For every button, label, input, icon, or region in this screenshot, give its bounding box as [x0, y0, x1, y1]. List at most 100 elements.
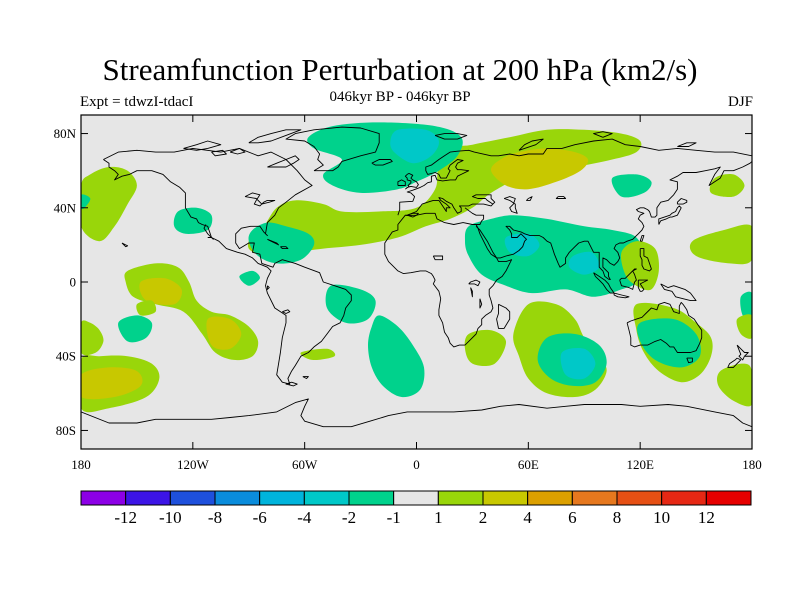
- colorbar-label: 6: [568, 508, 577, 527]
- lon-tick-label: 0: [413, 457, 420, 472]
- chart-subtitle: 046kyr BP - 046kyr BP: [329, 89, 471, 105]
- colorbar-box-5: [303, 490, 350, 506]
- coastline-47: [479, 298, 483, 309]
- coastline-33: [434, 133, 468, 140]
- colorbar-box-13: [661, 490, 707, 506]
- colorbar-label: -1: [387, 508, 401, 527]
- contour-region-15: [239, 270, 260, 286]
- coastline-15: [639, 235, 645, 242]
- coastline-5: [285, 126, 380, 172]
- contour-region-8: [81, 194, 91, 210]
- coastline-31: [229, 147, 246, 155]
- lon-tick-label: 120E: [626, 457, 654, 472]
- contour-region-6: [206, 316, 242, 350]
- coastline-43: [526, 196, 533, 201]
- lat-tick-label: 80S: [56, 423, 76, 438]
- coastline-34: [518, 138, 544, 151]
- coastline-16: [639, 248, 652, 272]
- contour-region-20: [504, 233, 540, 257]
- coastline-22: [626, 301, 703, 353]
- colorbar-box-11: [571, 490, 618, 506]
- coastline-7: [397, 138, 752, 216]
- contour-region-11: [490, 148, 589, 190]
- season-label: DJF: [727, 94, 753, 110]
- colorbar-label: -6: [253, 508, 267, 527]
- lon-tick-label: 180: [71, 457, 91, 472]
- contour-region-21: [568, 251, 600, 275]
- lon-tick-label: 120W: [177, 457, 210, 472]
- contour-region-33: [637, 318, 701, 368]
- colorbar-box-1: [125, 490, 171, 506]
- coastline-0: [103, 147, 352, 385]
- colorbar-label: -12: [114, 508, 137, 527]
- contour-region-17: [368, 315, 425, 398]
- colorbar-box-14: [705, 490, 752, 506]
- coastline-3: [267, 238, 280, 246]
- axis-ticks: 80N 40N 0 40S 80S 180 120W 60W 0 60E 120E 180: [54, 115, 762, 472]
- colorbar-label: 12: [698, 508, 715, 527]
- coastline-46: [470, 287, 473, 298]
- contour-region-22: [620, 241, 660, 291]
- colorbar-label: -4: [297, 508, 312, 527]
- coastline-12: [475, 161, 752, 281]
- colorbar-label: 1: [434, 508, 443, 527]
- contour-region-31: [464, 329, 507, 366]
- coastline-49: [266, 285, 270, 290]
- coastline-37: [81, 398, 752, 428]
- coastline-20: [637, 279, 649, 292]
- contour-region-13: [390, 128, 440, 164]
- contour-region-34: [717, 363, 752, 407]
- coastline-4: [280, 246, 289, 250]
- colorbar-label: -2: [342, 508, 356, 527]
- coastline-40: [121, 242, 129, 248]
- colorbar-box-8: [437, 490, 484, 506]
- contour-region-30: [560, 347, 596, 380]
- contour-region-0: [81, 166, 137, 242]
- colorbar-label: 4: [523, 508, 532, 527]
- contour-region-1: [81, 320, 104, 356]
- coastline-32: [211, 149, 227, 157]
- colorbar-box-3: [214, 490, 261, 506]
- coastline-18: [613, 292, 630, 299]
- colorbar-box-9: [482, 490, 529, 506]
- coastline-24: [736, 344, 749, 361]
- contour-region-35: [736, 314, 752, 339]
- contour-fill-layer: [81, 122, 752, 413]
- contour-region-9: [173, 207, 213, 234]
- coastline-39: [302, 376, 309, 379]
- coastline-36: [677, 142, 697, 147]
- colorbar-label: 2: [479, 508, 488, 527]
- coastline-42: [503, 196, 518, 214]
- coastline-11: [496, 303, 511, 329]
- contour-region-24: [611, 174, 652, 198]
- lon-tick-label: 60W: [292, 457, 318, 472]
- coastline-27: [397, 179, 406, 186]
- coastline-41: [407, 212, 419, 218]
- colorbar-label: -10: [159, 508, 182, 527]
- colorbar-box-7: [393, 490, 439, 506]
- colorbar-label: 8: [613, 508, 622, 527]
- coastline-26: [404, 172, 419, 190]
- colorbar-label: -8: [208, 508, 222, 527]
- coastline-13: [658, 205, 682, 225]
- coastline-8: [405, 194, 496, 216]
- colorbar-box-10: [527, 490, 573, 506]
- coastline-14: [676, 198, 688, 205]
- coastline-44: [555, 196, 567, 199]
- coastline-9: [405, 207, 485, 225]
- chart-title: Streamfunction Perturbation at 200 hPa (…: [102, 52, 698, 87]
- coastline-35: [593, 131, 613, 138]
- contour-region-16: [325, 284, 376, 324]
- contour-region-3: [81, 367, 143, 400]
- experiment-label: Expt = tdwzI-tdacI: [80, 94, 194, 110]
- lat-tick-label: 40S: [56, 349, 76, 364]
- coastline-6: [371, 159, 393, 166]
- coastline-23: [686, 357, 693, 364]
- colorbar: -12 -10 -8 -6 -4 -2 -1 1 2 4 6 8 10 12: [80, 490, 752, 527]
- coastline-2: [203, 224, 214, 240]
- coastline-28: [267, 155, 300, 168]
- colorbar-box-0: [80, 490, 127, 506]
- contour-region-23: [136, 300, 157, 316]
- lat-tick-label: 40N: [54, 200, 77, 215]
- coastline-51: [244, 192, 276, 207]
